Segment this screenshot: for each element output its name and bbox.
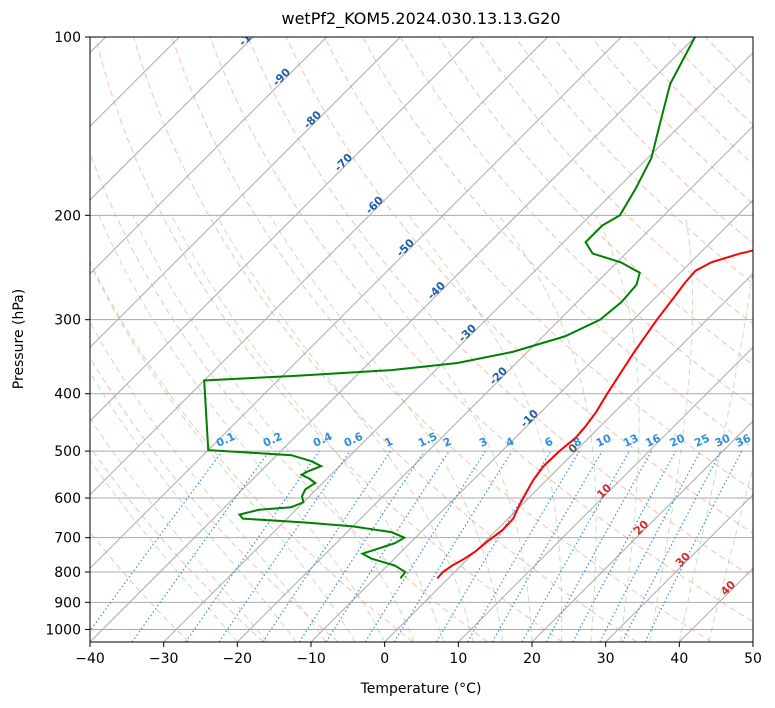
x-tick-label: −10 xyxy=(296,651,326,667)
dry-adiabat xyxy=(476,37,753,325)
x-tick-label: −40 xyxy=(75,651,105,667)
dry-adiabat xyxy=(95,37,563,642)
moist-adiabat xyxy=(90,371,297,642)
y-tick-label: 700 xyxy=(54,531,81,547)
dry-adiabat xyxy=(323,37,753,491)
mixing-ratio-line xyxy=(185,450,320,642)
dry-adiabat xyxy=(90,356,339,642)
isotherm-line xyxy=(90,37,254,201)
mixing-ratio-label: 36 xyxy=(734,431,754,449)
x-axis: −40 −30 −20 −10 0 10 20 30 40 50 xyxy=(75,642,762,667)
isotherm-line xyxy=(384,272,753,642)
moist-adiabat xyxy=(90,459,238,642)
mixing-ratio-label: 10 xyxy=(594,431,614,449)
chart-title: wetPf2_KOM5.2024.030.13.13.G20 xyxy=(281,9,560,29)
y-tick-label: 500 xyxy=(54,444,81,460)
y-tick-label: 800 xyxy=(54,565,81,581)
moist-adiabat xyxy=(649,215,694,642)
y-tick-label: 400 xyxy=(54,387,81,403)
y-tick-label: 600 xyxy=(54,491,81,507)
y-axis-label: Pressure (hPa) xyxy=(11,289,27,389)
dry-adiabat xyxy=(209,37,753,623)
y-tick-label: 300 xyxy=(54,313,81,329)
x-tick-label: −30 xyxy=(149,651,179,667)
x-tick-label: 40 xyxy=(670,651,688,667)
mixing-ratio-line xyxy=(572,450,677,642)
isotherm-line xyxy=(310,199,753,642)
isotherm-line xyxy=(90,37,328,275)
isotherm-line xyxy=(90,37,622,570)
mixing-ratio-label: 25 xyxy=(692,432,711,450)
isotherm-line xyxy=(90,37,696,642)
moist-adiabat xyxy=(216,215,474,642)
isotherm-label: -100 xyxy=(236,20,265,49)
moist-adiabat xyxy=(90,321,327,642)
x-tick-label: 10 xyxy=(449,651,467,667)
isotherm-line xyxy=(605,493,753,642)
isotherm-line xyxy=(236,125,753,642)
mixing-ratio-line xyxy=(262,450,392,642)
dry-adiabat xyxy=(514,37,753,285)
moist-adiabat xyxy=(171,215,445,642)
isotherm-line xyxy=(531,420,753,642)
plot-frame xyxy=(89,36,754,643)
mixing-ratio-line xyxy=(90,450,223,632)
dry-adiabat xyxy=(90,445,264,642)
moist-adiabat xyxy=(90,262,356,642)
mixing-ratio-label: 30 xyxy=(713,431,733,449)
mixing-ratio-line xyxy=(545,450,653,642)
mixing-ratio-line xyxy=(393,450,513,642)
dry-adiabat xyxy=(133,37,638,642)
dry-adiabat xyxy=(90,260,414,642)
moist-adiabat xyxy=(98,215,386,642)
mixing-ratio-line xyxy=(131,450,270,642)
moist-adiabat xyxy=(595,215,640,642)
x-tick-label: 0 xyxy=(380,651,389,667)
isotherm-line xyxy=(90,37,475,422)
moist-adiabat xyxy=(408,215,563,642)
mixing-ratio-line xyxy=(298,450,425,642)
dry-adiabat xyxy=(171,37,713,642)
mixing-ratio-label: 16 xyxy=(643,431,663,449)
mixing-ratio-label: 13 xyxy=(621,432,640,450)
mixing-ratio-line xyxy=(218,450,351,642)
moist-adiabat xyxy=(678,264,753,642)
mixing-ratio-label: 20 xyxy=(668,431,688,449)
moist-adiabat xyxy=(132,215,415,642)
mixing-ratio-line xyxy=(325,450,450,642)
y-axis: 100 200 300 400 500 600 700 800 900 1000 xyxy=(45,30,90,638)
y-tick-label: 100 xyxy=(54,30,81,46)
isotherm-line xyxy=(457,346,753,642)
x-tick-label: −20 xyxy=(223,651,253,667)
x-tick-label: 20 xyxy=(523,651,541,667)
moist-adiabat xyxy=(332,215,533,642)
dry-adiabat xyxy=(285,37,753,534)
x-tick-label: 50 xyxy=(744,651,762,667)
mixing-ratio-line xyxy=(521,450,631,642)
mixing-ratio-line xyxy=(644,450,743,642)
y-tick-label: 900 xyxy=(54,595,81,611)
isotherm-line xyxy=(163,51,753,642)
dewpoint-profile-line xyxy=(203,37,696,579)
y-tick-label: 200 xyxy=(54,208,81,224)
isotherm-line xyxy=(90,37,401,349)
isotherm-line xyxy=(90,37,549,496)
moist-adiabat xyxy=(90,417,268,642)
moist-adiabat xyxy=(269,215,504,642)
x-tick-label: 30 xyxy=(597,651,615,667)
y-tick-label: 1000 xyxy=(45,622,81,638)
dry-adiabat xyxy=(247,37,753,578)
temperature-profile-line xyxy=(436,249,753,580)
x-axis-label: Temperature (°C) xyxy=(360,681,482,697)
